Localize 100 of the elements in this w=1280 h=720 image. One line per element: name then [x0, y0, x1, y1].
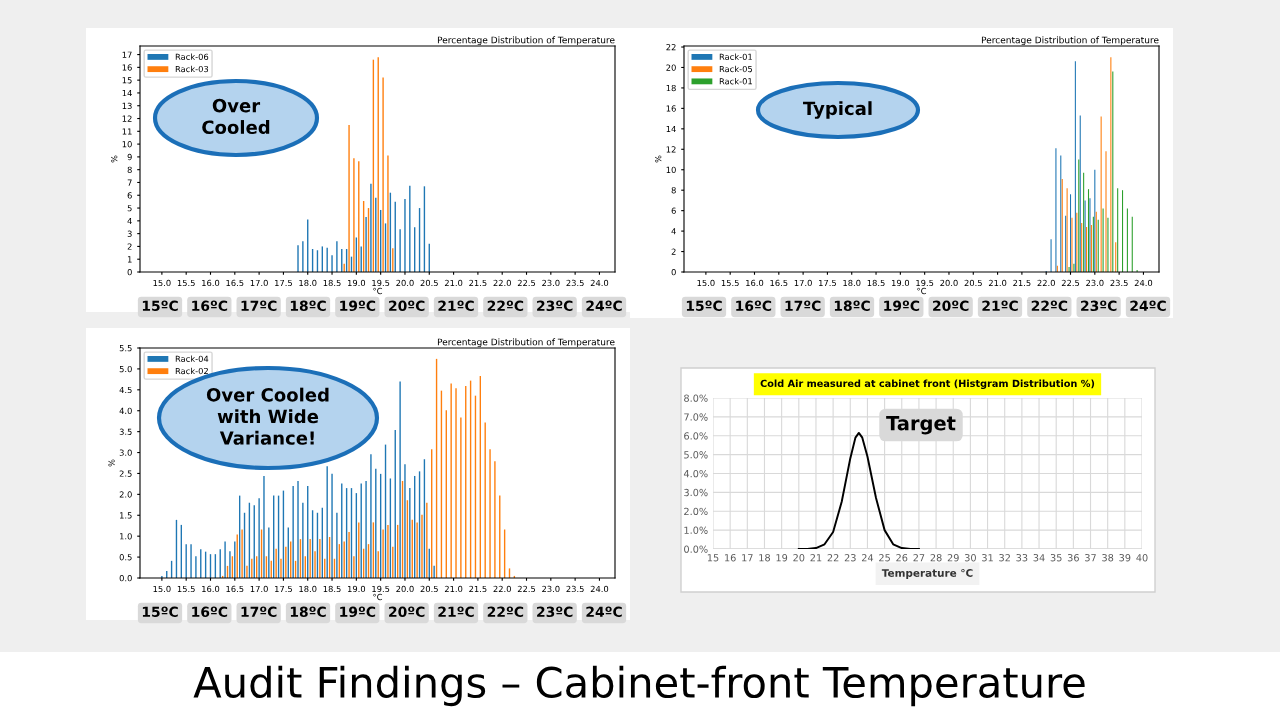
- x-tick-label: 22.5: [1061, 279, 1080, 287]
- text: 19ºC: [340, 300, 376, 312]
- text: 22ºC: [1031, 300, 1068, 312]
- x-tick-label: 18.5: [323, 585, 341, 593]
- text: 18ºC: [290, 300, 326, 312]
- legend-label: Rack-03: [175, 65, 209, 73]
- y-tick-label: 10: [666, 166, 676, 174]
- text: 24ºC: [586, 300, 622, 312]
- x-tick-label: 23.0: [542, 279, 560, 287]
- chart-title: Percentage Distribution of Temperature: [437, 36, 615, 46]
- x-tick-label: 16.5: [226, 279, 244, 287]
- x-tick-label: 27: [913, 554, 925, 562]
- y-tick-label: 15: [122, 77, 132, 84]
- y-axis-title: %: [111, 155, 118, 163]
- x-tick-label: 21.5: [469, 279, 487, 287]
- y-tick-label: 5.0%: [684, 451, 708, 459]
- y-axis-title: %: [108, 459, 115, 467]
- x-tick-label: 31: [982, 554, 993, 562]
- x-tick-label: 39: [1119, 554, 1131, 562]
- y-tick-label: 1.0: [120, 533, 132, 540]
- x-axis-title: °C: [373, 593, 383, 601]
- x-tick-label: 21.0: [444, 279, 463, 287]
- x-tick-label: 35: [1050, 554, 1062, 562]
- x-tick-label: 16.0: [202, 279, 220, 287]
- legend-label: Rack-01: [719, 77, 752, 85]
- x-tick-label: 20.0: [396, 279, 414, 287]
- text: 21ºC: [982, 300, 1018, 312]
- legend-label: Rack-05: [719, 65, 752, 73]
- y-tick-label: 4.5: [119, 386, 132, 394]
- annotation: Over Cooled with Wide Variance!: [206, 387, 329, 445]
- annotation: Typical: [803, 101, 872, 119]
- text: Audit Findings – Cabinet-front Temperature: [193, 665, 1085, 707]
- x-tick-label: 16.5: [770, 279, 788, 287]
- x-tick-label: 22.0: [493, 279, 511, 287]
- y-tick-label: 0.5: [119, 554, 132, 561]
- x-axis-title: °C: [373, 287, 383, 295]
- x-tick-label: 36: [1067, 554, 1079, 562]
- x-tick-label: 19.0: [347, 279, 366, 287]
- y-tick-label: 1.5: [120, 512, 132, 519]
- x-tick-label: 22.0: [493, 585, 511, 593]
- text: 18ºC: [834, 300, 870, 312]
- x-tick-label: 18.0: [843, 279, 861, 287]
- y-tick-label: 5.0: [119, 365, 132, 373]
- y-tick-label: 13: [122, 102, 132, 110]
- x-tick-label: 16.0: [202, 585, 220, 593]
- text: 20ºC: [389, 606, 425, 618]
- x-tick-label: 20.5: [420, 279, 438, 287]
- x-tick-label: 20: [793, 554, 805, 562]
- legend-label: Rack-02: [175, 367, 208, 375]
- y-tick-label: 14: [122, 90, 132, 97]
- x-tick-label: 29: [947, 554, 959, 562]
- text: 24ºC: [586, 606, 622, 618]
- y-tick-label: 11: [122, 128, 132, 135]
- y-tick-label: 20: [666, 64, 676, 71]
- y-tick-label: 7.0%: [684, 413, 708, 421]
- x-tick-label: 19.5: [372, 585, 390, 593]
- x-axis-title: °C: [917, 287, 927, 295]
- y-axis-title: %: [655, 155, 662, 163]
- x-tick-label: 17.0: [250, 279, 268, 287]
- legend-label: Rack-04: [175, 355, 209, 362]
- y-tick-label: 3.0%: [684, 488, 708, 497]
- text: 18ºC: [290, 606, 326, 618]
- chart-title: Percentage Distribution of Temperature: [981, 36, 1159, 46]
- x-tick-label: 16.5: [226, 585, 244, 593]
- text: 23ºC: [537, 606, 573, 618]
- x-tick-label: 25: [879, 554, 890, 562]
- legend-label: Rack-01: [719, 53, 752, 60]
- x-tick-label: 19.0: [347, 585, 366, 593]
- annotation: Over Cooled: [202, 98, 270, 135]
- x-tick-label: 17.5: [275, 585, 292, 593]
- x-tick-label: 19: [776, 554, 788, 562]
- text: 19ºC: [340, 606, 376, 618]
- y-tick-label: 4.0%: [683, 469, 708, 478]
- y-tick-label: 8: [671, 187, 676, 194]
- x-tick-label: 18.0: [299, 279, 317, 287]
- y-tick-label: 3.5: [119, 428, 132, 435]
- x-tick-label: 23.5: [566, 585, 584, 593]
- y-tick-label: 22: [666, 44, 676, 51]
- y-tick-label: 12: [122, 115, 132, 122]
- y-tick-label: 10: [122, 141, 132, 148]
- chart-title: Percentage Distribution of Temperature: [437, 338, 615, 348]
- y-tick-label: 6: [671, 207, 676, 214]
- x-tick-label: 40: [1136, 554, 1148, 562]
- x-tick-label: 20.0: [940, 279, 958, 287]
- y-tick-label: 0: [671, 268, 676, 276]
- y-tick-label: 2: [671, 248, 676, 255]
- x-tick-label: 16: [725, 554, 736, 562]
- x-tick-label: 16.0: [746, 279, 764, 287]
- y-tick-label: 16: [666, 105, 676, 112]
- x-tick-label: 22: [827, 554, 839, 562]
- text: 17ºC: [785, 300, 821, 312]
- text: 20ºC: [933, 300, 969, 312]
- x-tick-label: 20.0: [396, 585, 414, 593]
- x-tick-label: 32: [999, 554, 1010, 562]
- x-tick-label: 21.0: [988, 279, 1007, 287]
- text: 17ºC: [241, 300, 277, 312]
- x-tick-label: 19.5: [372, 279, 390, 287]
- y-tick-label: 1.0%: [684, 526, 708, 534]
- y-tick-label: 8.0%: [684, 394, 708, 402]
- text: 15ºC: [142, 606, 178, 618]
